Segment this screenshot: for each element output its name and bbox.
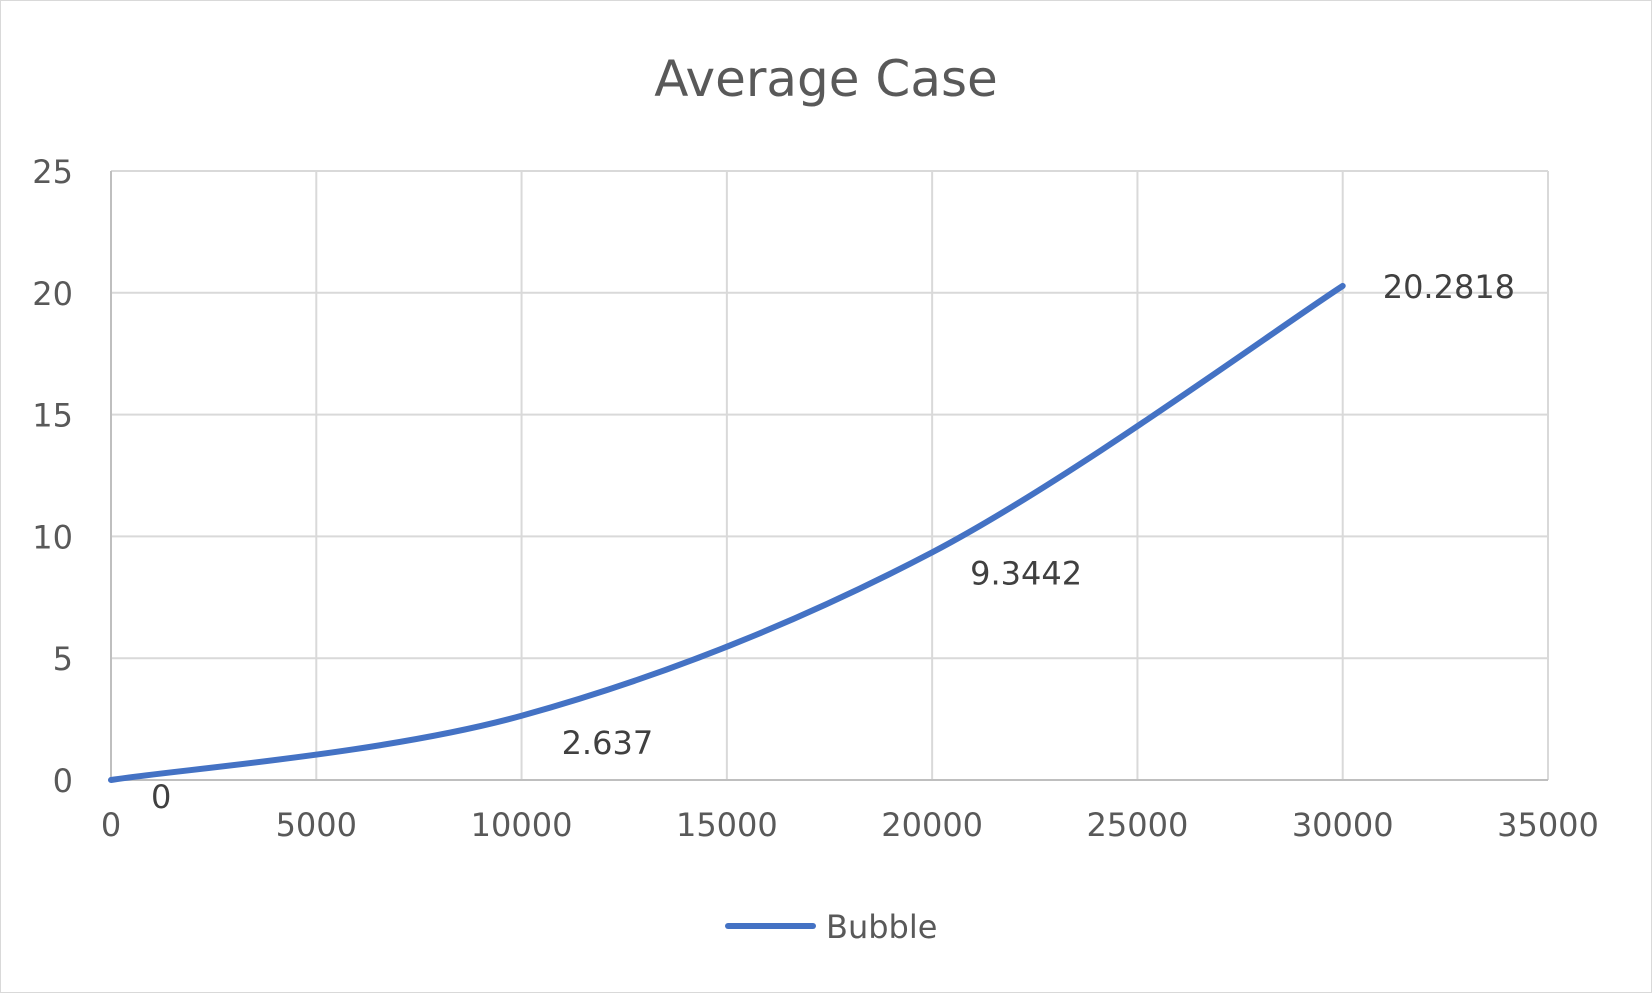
y-tick-label: 25 bbox=[32, 153, 73, 191]
y-tick-label: 5 bbox=[53, 640, 73, 678]
x-tick-label: 15000 bbox=[676, 806, 778, 844]
x-tick-label: 30000 bbox=[1292, 806, 1394, 844]
y-axis-ticks: 0 5 10 15 20 25 bbox=[32, 153, 73, 800]
x-tick-label: 5000 bbox=[276, 806, 357, 844]
series-layer bbox=[108, 282, 1346, 783]
axis-lines bbox=[110, 171, 1548, 781]
data-label: 9.3442 bbox=[970, 554, 1082, 592]
x-tick-label: 0 bbox=[101, 806, 121, 844]
data-label: 20.2818 bbox=[1383, 268, 1515, 306]
legend-label: Bubble bbox=[826, 908, 937, 946]
y-tick-label: 0 bbox=[53, 762, 73, 800]
grid-lines bbox=[111, 170, 1549, 780]
data-label: 2.637 bbox=[562, 724, 654, 762]
series-line-bubble bbox=[108, 282, 1346, 783]
x-tick-label: 10000 bbox=[471, 806, 573, 844]
x-axis-ticks: 0 5000 10000 15000 20000 25000 30000 35000 bbox=[101, 806, 1599, 844]
y-tick-label: 15 bbox=[32, 397, 73, 435]
x-tick-label: 35000 bbox=[1497, 806, 1599, 844]
chart-title: Average Case bbox=[654, 50, 998, 108]
y-tick-label: 10 bbox=[32, 518, 73, 556]
x-tick-label: 25000 bbox=[1087, 806, 1189, 844]
data-label: 0 bbox=[151, 778, 171, 816]
x-tick-label: 20000 bbox=[881, 806, 983, 844]
legend[interactable]: Bubble bbox=[725, 908, 937, 946]
y-tick-label: 20 bbox=[32, 275, 73, 313]
data-labels: 0 2.637 9.3442 20.2818 bbox=[151, 268, 1515, 816]
